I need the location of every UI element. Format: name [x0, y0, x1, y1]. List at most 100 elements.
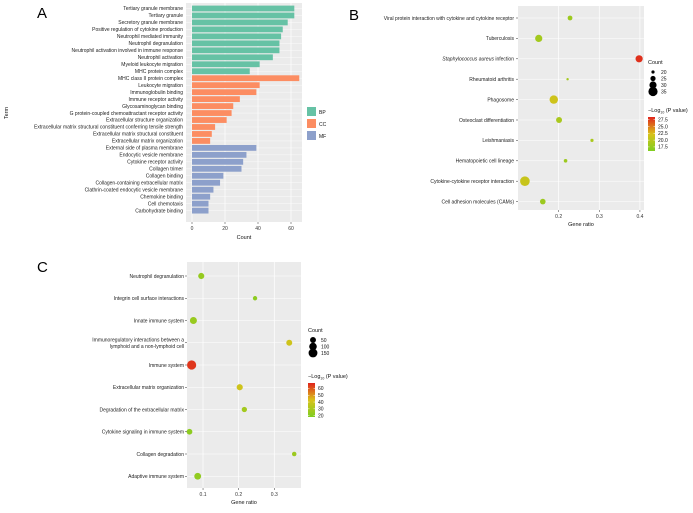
panel-b-term-label: Rheumatoid arthritis	[469, 77, 514, 83]
panel-b-point	[590, 138, 594, 142]
panel-b-pvalue-colorbar	[648, 117, 655, 151]
panel-b-colorbar-label: 20.0	[658, 138, 668, 144]
panel-a-bar	[192, 179, 221, 186]
panel-a-term-label: Secretory granule membrane	[118, 20, 183, 26]
panel-c-pvalue-legend-title-rest: (P value)	[324, 374, 348, 380]
panel-a-legend-label: MF	[319, 134, 326, 140]
panel-c-term-label: Degradation of the extracellular matrix	[100, 407, 185, 413]
panel-a-x-ticks: 0 20 40 60	[191, 222, 294, 232]
panel-letter-a: A	[37, 5, 47, 22]
panel-b-x-tick-label: 0.2	[555, 214, 562, 220]
panel-b-count-legend-label: 20	[661, 70, 667, 76]
panel-c-term-label-line1: Immunoregulatory interactions between a	[92, 337, 184, 343]
panel-b-term-labels: Viral protein interaction with cytokine …	[384, 16, 518, 205]
panel-a-bar	[192, 172, 224, 179]
panel-a-term-label: Chemokine binding	[140, 194, 183, 200]
panel-b-point	[567, 15, 573, 21]
panel-c-term-label: Adaptive immune system	[128, 474, 184, 480]
panel-a-term-label: External side of plasma membrane	[106, 146, 183, 152]
panel-a-term-label: Neutrophil mediated immunity	[117, 34, 184, 40]
panel-a-term-label: Tertiary granule	[149, 13, 184, 19]
panel-b-count-legend-dot	[648, 86, 658, 97]
panel-c-colorbar-label: 20	[318, 413, 324, 419]
panel-c-pvalue-legend-title-main: −Log	[308, 374, 320, 380]
panel-a-bar	[192, 110, 232, 116]
panel-a-bar	[192, 5, 295, 12]
panel-a-term-label: Collagen trimer	[149, 167, 183, 173]
panel-a-term-label: Immune receptor activity	[129, 97, 184, 103]
panel-a-bar	[192, 19, 288, 26]
panel-b-colorbar-label: 17.5	[658, 145, 668, 151]
panel-a-legend-label: CC	[319, 122, 327, 128]
panel-a-bar	[192, 103, 234, 109]
panel-a-term-label: Cytokine receptor activity	[127, 160, 183, 166]
panel-c-term-label: Innate immune system	[134, 318, 184, 324]
panel-a-x-axis-title: Count	[237, 235, 252, 241]
panel-c-count-legend-label: 150	[321, 351, 330, 357]
panel-a-bar	[192, 68, 250, 75]
panel-a-term-label: Cell chemotaxis	[148, 201, 184, 207]
panel-c-point	[291, 451, 297, 457]
panel-c-count-legend-dot	[310, 337, 316, 343]
panel-c-colorbar-label: 50	[318, 393, 324, 399]
panel-a-term-label: Carbohydrate binding	[135, 208, 183, 214]
panel-c-colorbar-label: 40	[318, 400, 324, 406]
panel-b-pvalue-legend-title-sub: 10	[660, 111, 664, 115]
panel-c-x-tick-label: 0.1	[200, 492, 207, 498]
panel-b-term-label: Leishmaniasis	[482, 138, 514, 144]
panel-a-x-tick-label: 60	[288, 226, 294, 232]
panel-a-term-label: Leukocyte migration	[138, 83, 183, 89]
panel-c-term-label: Cytokine signaling in immune system	[102, 430, 184, 436]
panel-a-bar	[192, 26, 283, 33]
panel-a-term-label: Extracellular structure organization	[106, 118, 183, 124]
panel-c-colorbar-label: 60	[318, 386, 324, 392]
panel-b-point	[563, 159, 568, 163]
panel-a-x-tick-label: 40	[255, 226, 261, 232]
panel-a-term-label: Neutrophil degranulation	[129, 41, 184, 47]
panel-b-count-legend-title: Count	[648, 60, 663, 66]
panel-a-bar	[192, 89, 257, 96]
panel-a-y-axis-title: Term	[4, 106, 10, 119]
panel-b-point	[556, 117, 563, 123]
panel-b-term-label: Phagosome	[487, 97, 514, 103]
panel-c-plot-background	[187, 262, 301, 488]
panel-b-pvalue-legend-title-main: −Log	[648, 108, 660, 114]
panel-a-term-label: Immunoglobulin binding	[130, 90, 183, 96]
panel-b-colorbar-label: 22.5	[658, 131, 668, 137]
panel-a-bar	[192, 54, 273, 61]
panel-a-bar	[192, 96, 240, 103]
panel-c-point	[241, 406, 248, 413]
panel-b-pvalue-legend-title-rest: (P value)	[664, 108, 688, 114]
panel-letter-b: B	[349, 7, 359, 24]
panel-a-term-label: Neutrophil activation involved in immune…	[72, 48, 184, 54]
panel-b-count-legend-dot	[649, 81, 657, 89]
panel-b-point	[635, 55, 643, 63]
panel-b-x-tick-label: 0.4	[636, 214, 643, 220]
panel-c-x-ticks: 0.1 0.2 0.3	[200, 488, 278, 498]
panel-c-pvalue-legend-title: −Log10 (P value)	[308, 374, 348, 381]
panel-a-term-label: Extracellular matrix structural constitu…	[93, 132, 184, 138]
panel-b-term-label: Viral protein interaction with cytokine …	[384, 16, 515, 22]
panel-b-point	[549, 95, 558, 104]
panel-a-term-label: MHC protein complex	[135, 69, 184, 75]
panel-a-legend-label: BP	[319, 110, 326, 116]
panel-b-count-legend-label: 30	[661, 83, 667, 89]
panel-a-bar	[192, 193, 211, 200]
panel-a-term-label: Collagen-containing extracellular matrix	[95, 180, 183, 186]
panel-b-point	[535, 34, 543, 43]
panel-c-colorbar-label: 30	[318, 407, 324, 413]
panel-b-pvalue-legend-title: −Log10 (P value)	[648, 108, 688, 115]
panel-b-term-label: Hematopoietic cell lineage	[456, 159, 515, 165]
panel-a-bar	[192, 186, 214, 193]
panel-letter-c: C	[37, 259, 48, 276]
panel-c-term-label: Immune system	[149, 363, 184, 369]
panel-c-point	[194, 472, 202, 480]
panel-b-term-label: Cell adhesion molecules (CAMs)	[441, 199, 514, 205]
panel-a-term-label: G protein-coupled chemoattractant recept…	[70, 111, 184, 117]
panel-a-bar	[192, 165, 242, 172]
panel-b-term-label: Cytokine-cytokine receptor interaction	[430, 179, 514, 185]
panel-b-term-label-italic: Staphylococcus aureus	[442, 57, 494, 63]
